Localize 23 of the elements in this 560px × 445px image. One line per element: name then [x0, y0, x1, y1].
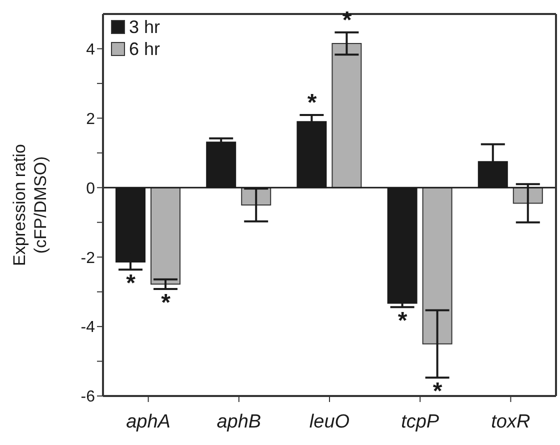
y-tick-label: -6: [80, 388, 96, 406]
annotation: *: [161, 290, 172, 317]
bar: [422, 187, 452, 344]
annotation: *: [307, 90, 318, 117]
legend-label: 6 hr: [129, 38, 160, 60]
x-tick-label: tcpP: [401, 411, 440, 432]
annotation: *: [342, 6, 352, 34]
x-tick-label: leuO: [309, 411, 350, 432]
annotation: *: [432, 378, 443, 406]
y-tick-label: 2: [86, 110, 96, 128]
y-tick-label: -4: [80, 319, 96, 336]
x-tick-label: aphB: [216, 411, 262, 432]
y-tick-label: 0: [86, 180, 96, 198]
bar: [332, 43, 362, 188]
x-tick-label: aphA: [126, 411, 170, 432]
x-tick-label: toxR: [491, 411, 531, 432]
y-tick-label: -2: [80, 250, 96, 267]
annotation: *: [398, 308, 408, 335]
y-axis-title: Expression ratio (cFP/DMSO): [10, 144, 50, 266]
bar: [150, 187, 180, 285]
legend-label: 3 hr: [129, 16, 160, 38]
annotation: *: [126, 270, 136, 298]
y-tick-label: 4: [86, 41, 96, 58]
